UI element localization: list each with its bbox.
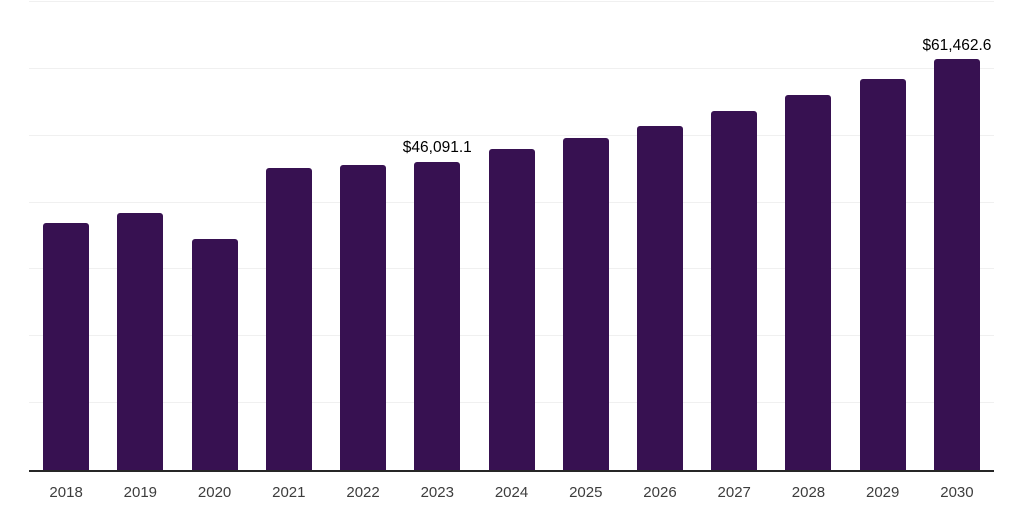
bar-slot: [623, 2, 697, 470]
x-tick-label: 2018: [49, 484, 83, 501]
bar-slot: [177, 2, 251, 470]
bar-2018: [43, 222, 90, 470]
bar-2030: [933, 59, 980, 470]
x-tick-label: 2030: [940, 484, 974, 501]
bar-2026: [636, 125, 683, 470]
bar-slot: [771, 2, 845, 470]
x-tick-label: 2019: [123, 484, 158, 501]
bar-2027: [711, 110, 758, 470]
bar-slot: [549, 2, 623, 470]
x-tick-label: 2024: [494, 484, 529, 501]
plot-area: $46,091.1 $61,462.6: [29, 1, 994, 472]
bar-2021: [265, 168, 312, 470]
x-tick-label: 2029: [866, 484, 900, 501]
x-tick-label: 2023: [420, 484, 454, 501]
bar-2020: [191, 239, 238, 470]
bar-slot: [29, 2, 103, 470]
x-tick-label: 2020: [197, 484, 232, 501]
x-tick-label: 2026: [643, 484, 677, 501]
bar-2023: [414, 161, 461, 470]
bar-slot: [697, 2, 771, 470]
bar-slot: $61,462.6: [920, 2, 994, 470]
bar-slot: $46,091.1: [400, 2, 474, 470]
bar-2022: [340, 165, 387, 470]
x-axis-labels: 2018 2019 2020 2021 2022 2023 2024 2025 2026 2027…: [29, 484, 994, 501]
x-tick-label: 2027: [717, 484, 751, 501]
x-tick-label: 2028: [791, 484, 826, 501]
bar-slot: [474, 2, 548, 470]
x-tick-label: 2025: [569, 484, 603, 501]
bar-slot: [252, 2, 326, 470]
x-tick-label: 2021: [272, 484, 306, 501]
bar-2025: [562, 137, 609, 470]
bar-2024: [488, 149, 535, 470]
bar-slot: [103, 2, 177, 470]
bar-2019: [117, 212, 164, 470]
bar-slot: [846, 2, 920, 470]
bar-value-label: $61,462.6: [922, 36, 992, 54]
bar-2029: [859, 78, 906, 470]
bar-value-label: $46,091.1: [402, 139, 472, 157]
bar-slot: [326, 2, 400, 470]
bar-2028: [785, 94, 832, 470]
x-tick-label: 2022: [346, 484, 380, 501]
